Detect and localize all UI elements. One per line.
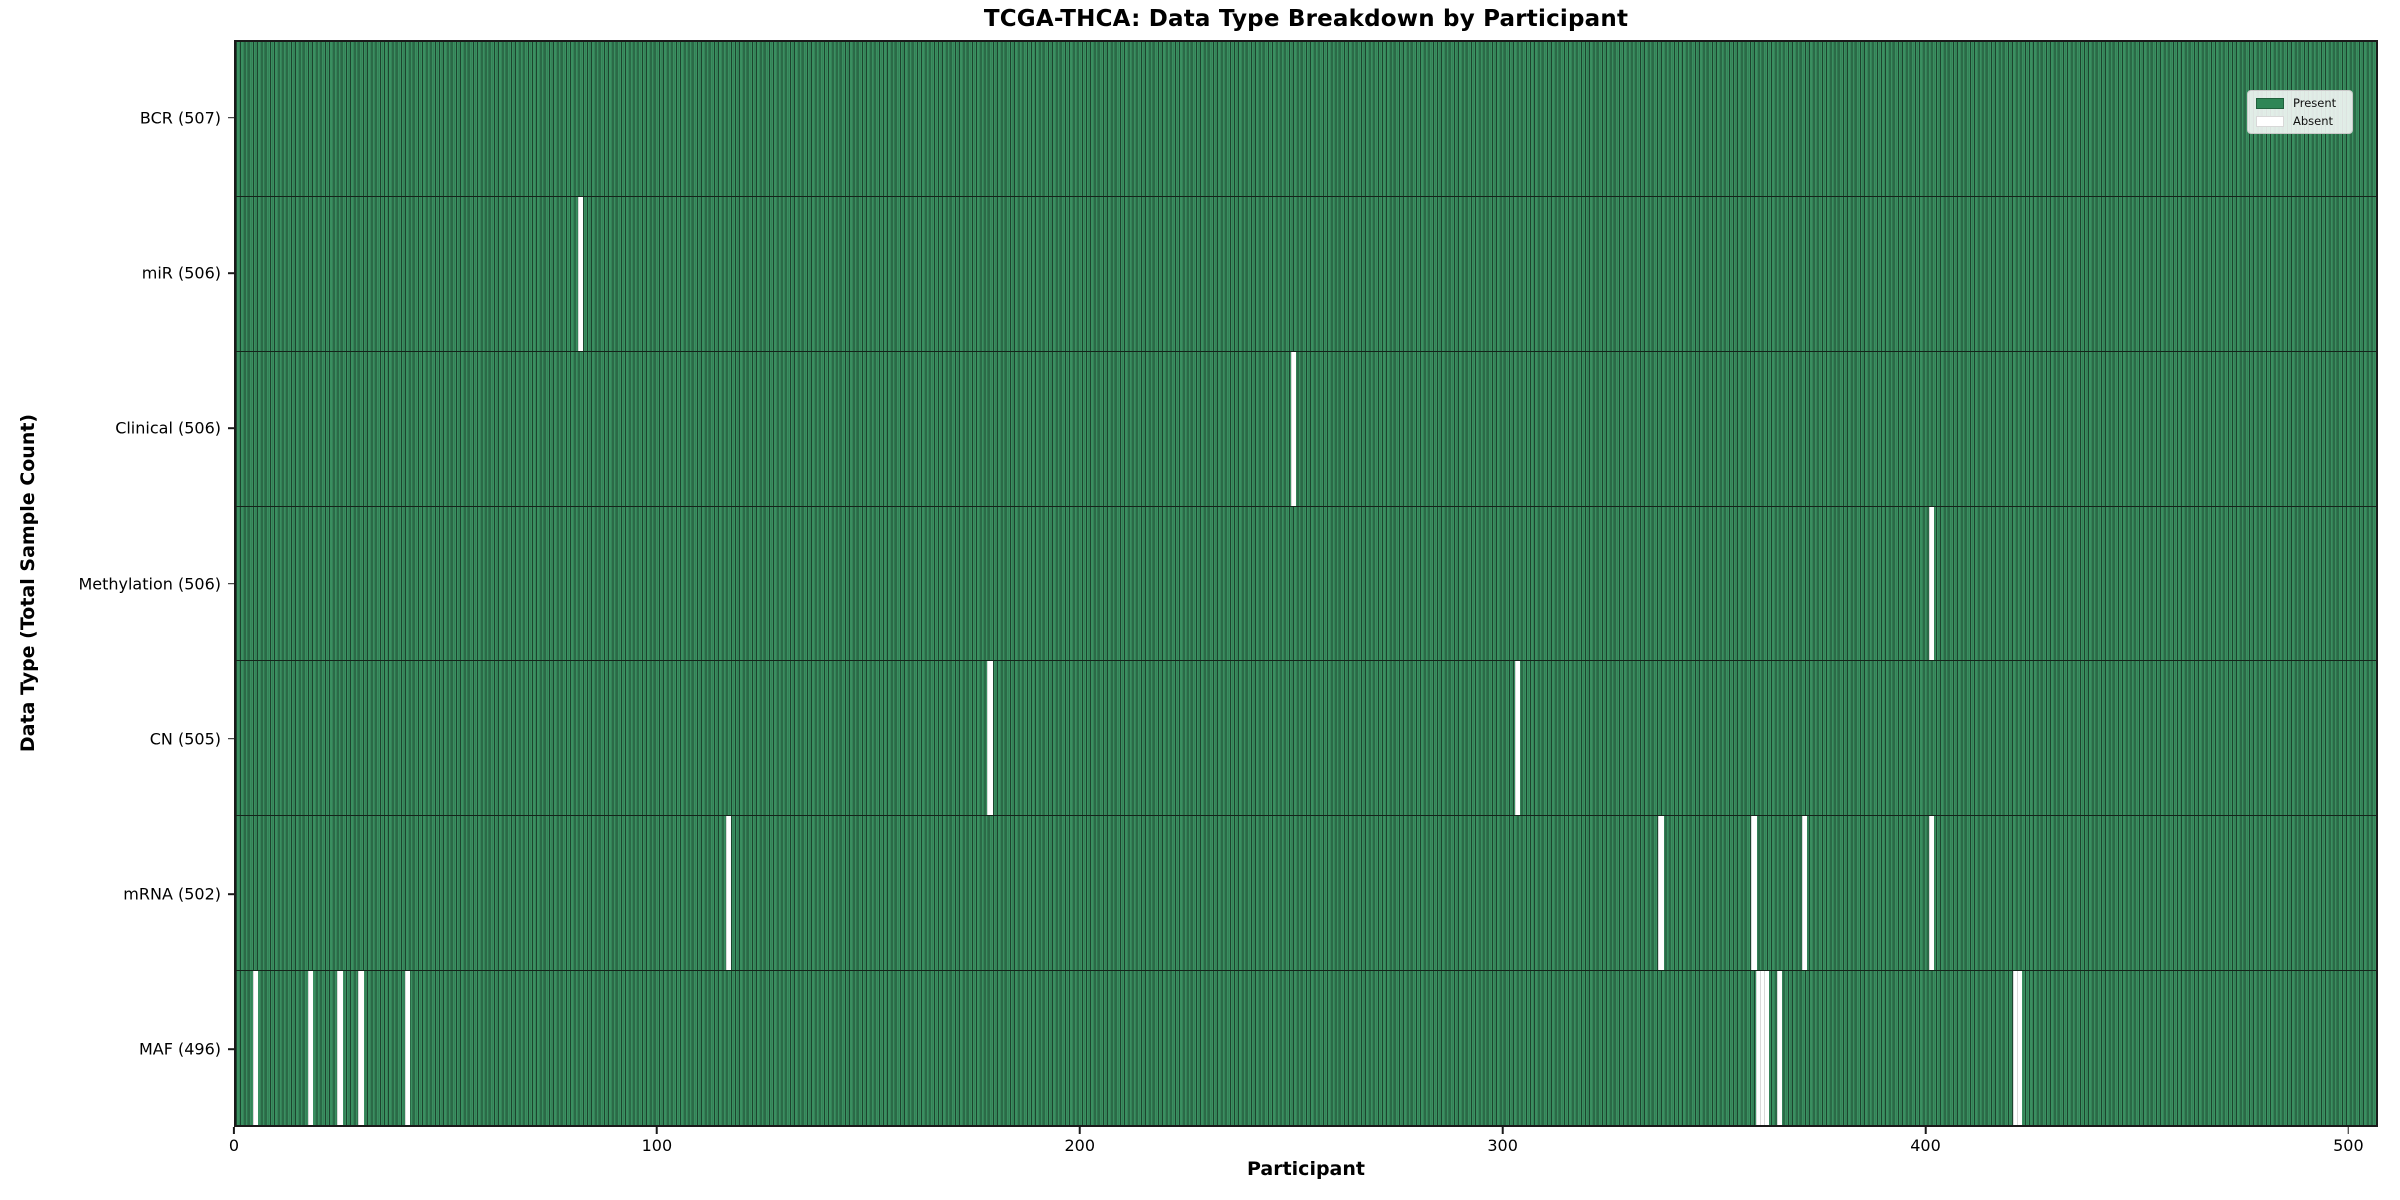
present-swatch-icon — [2256, 97, 2284, 109]
legend-entry-absent: Absent — [2256, 114, 2344, 128]
absent-swatch-icon — [2256, 115, 2284, 127]
x-tick-mark — [656, 1127, 658, 1134]
absent-gap — [2017, 971, 2023, 1126]
present-bars — [236, 351, 2376, 506]
absent-gap — [404, 971, 411, 1126]
x-tick-mark — [1924, 1127, 1927, 1134]
legend-present-label: Present — [2293, 96, 2337, 110]
y-tick-mark — [227, 737, 235, 740]
x-tick-400: 400 — [1910, 1127, 1941, 1155]
absent-gap — [1928, 816, 1934, 971]
absent-gap — [337, 971, 343, 1126]
plot-area: Present Absent — [234, 40, 2378, 1127]
x-tick-100: 100 — [641, 1127, 673, 1155]
heatmap-rows — [236, 42, 2376, 1126]
datatype-row-cn — [236, 661, 2376, 817]
y-tick-mark — [227, 893, 235, 895]
y-tick-label: MAF (496) — [138, 1039, 221, 1059]
absent-gap — [1291, 351, 1297, 506]
x-tick-label: 0 — [228, 1136, 240, 1155]
x-tick-200: 200 — [1064, 1127, 1095, 1155]
present-bars — [236, 42, 2376, 196]
y-tick-label: miR (506) — [141, 263, 221, 283]
absent-gap — [1755, 971, 1761, 1126]
x-tick-label: 500 — [2333, 1136, 2364, 1155]
x-tick-mark — [1078, 1127, 1081, 1134]
legend-entry-present: Present — [2256, 96, 2344, 110]
x-tick-label: 200 — [1064, 1136, 1096, 1155]
absent-gap — [577, 196, 584, 351]
legend: Present Absent — [2247, 90, 2353, 134]
datatype-row-methylation — [236, 506, 2376, 662]
absent-gap — [1763, 971, 1770, 1126]
chart-title: TCGA-THCA: Data Type Breakdown by Partic… — [983, 6, 1629, 32]
absent-gap — [307, 971, 313, 1126]
x-tick-0: 0 — [229, 1127, 239, 1155]
x-axis-ticks: 0 100 200 300 400 500 — [229, 1127, 2378, 1157]
present-bars — [236, 816, 2376, 971]
x-tick-label: 100 — [641, 1136, 673, 1155]
absent-gap — [1658, 816, 1664, 971]
x-tick-label: 300 — [1487, 1136, 1518, 1155]
datatype-row-maf — [236, 971, 2376, 1126]
x-tick-label: 400 — [1910, 1136, 1941, 1155]
datatype-row-bcr — [236, 42, 2376, 197]
y-tick-mark — [227, 427, 235, 429]
absent-gap — [1759, 971, 1765, 1126]
absent-gap — [1801, 816, 1808, 971]
absent-gap — [358, 971, 364, 1126]
x-tick-mark — [233, 1127, 235, 1134]
y-tick-mark — [227, 582, 235, 585]
datatype-row-clinical — [236, 351, 2376, 507]
absent-gap — [1928, 506, 1934, 661]
present-bars — [236, 661, 2376, 816]
absent-gap — [252, 971, 259, 1126]
datatype-row-mir — [236, 196, 2376, 352]
y-tick-label: BCR (507) — [139, 108, 221, 128]
y-tick-label: mRNA (502) — [123, 884, 221, 904]
y-tick-mark — [227, 272, 235, 274]
absent-gap — [987, 661, 993, 816]
absent-gap — [1776, 971, 1782, 1126]
present-bars — [236, 196, 2376, 351]
x-tick-mark — [1501, 1127, 1504, 1134]
x-tick-mark — [2347, 1127, 2350, 1134]
present-bars — [236, 971, 2376, 1126]
datatype-row-mrna — [236, 816, 2376, 972]
y-axis-ticks: BCR (507) miR (506) Clinical (506) Methylat… — [0, 40, 235, 1127]
x-tick-500: 500 — [2333, 1127, 2364, 1155]
absent-gap — [725, 816, 731, 971]
y-tick-label: CN (505) — [149, 729, 221, 749]
legend-absent-label: Absent — [2293, 114, 2334, 128]
x-axis-label: Participant — [1246, 1158, 1365, 1180]
y-tick-label: Clinical (506) — [115, 418, 221, 438]
y-tick-mark — [227, 116, 235, 119]
y-tick-label: Methylation (506) — [78, 574, 221, 593]
y-tick-mark — [227, 1048, 235, 1051]
x-tick-300: 300 — [1487, 1127, 1518, 1155]
absent-gap — [1514, 661, 1521, 816]
absent-gap — [2013, 971, 2019, 1126]
present-bars — [236, 506, 2376, 661]
absent-gap — [1751, 816, 1757, 971]
